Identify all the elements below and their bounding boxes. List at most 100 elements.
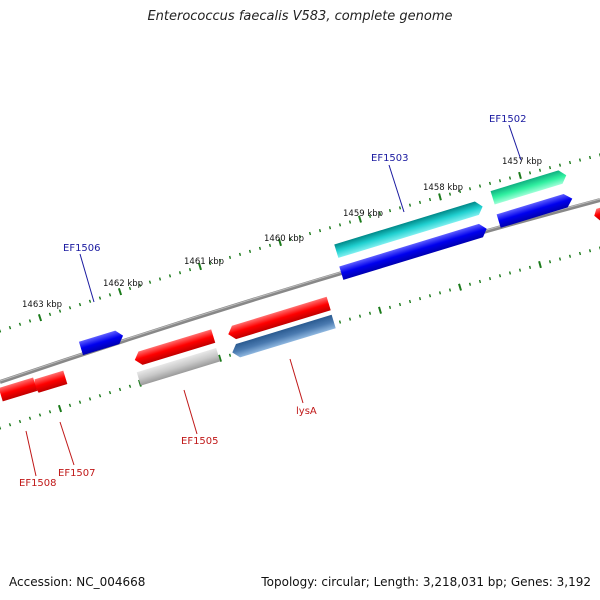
gene-edge-red[interactable] — [593, 204, 600, 222]
outer-ring-tick — [338, 223, 342, 227]
gene-ef1505-gray[interactable] — [136, 348, 221, 386]
inner-ring-tick — [458, 283, 462, 291]
outer-ring-tick — [448, 192, 452, 196]
inner-ring-tick — [218, 354, 222, 362]
outer-ring-tick — [198, 262, 202, 271]
inner-ring-tick — [508, 271, 512, 275]
outer-ring-tick — [238, 252, 242, 256]
gene-ef1507-red[interactable] — [33, 370, 68, 394]
outer-ring-tick — [188, 268, 192, 272]
outer-ring-tick — [328, 226, 332, 230]
tick-label-1459: 1459 kbp — [343, 209, 383, 219]
inner-ring-tick — [578, 251, 582, 256]
inner-ring-tick — [0, 426, 2, 430]
outer-ring-tick — [28, 319, 32, 323]
gene-label-ef1503[interactable]: EF1503 — [371, 153, 409, 164]
outer-ring-tick — [428, 197, 432, 202]
gene-lysa-steelblue[interactable] — [230, 314, 336, 359]
gene-label-ef1508[interactable]: EF1508 — [19, 478, 57, 489]
inner-ring-tick — [548, 260, 552, 264]
outer-ring-tick — [18, 322, 22, 326]
inner-ring-tick — [398, 302, 402, 307]
genome-backbone — [0, 198, 600, 384]
inner-ring-tick — [468, 282, 472, 286]
inner-ring-tick — [568, 254, 572, 258]
gene-label-ef1502[interactable]: EF1502 — [489, 114, 527, 125]
inner-ring-tick — [108, 390, 112, 395]
leader-lysa — [289, 358, 304, 404]
leader-ef1503 — [388, 164, 405, 213]
outer-ring-tick — [138, 283, 142, 287]
inner-ring-tick — [8, 423, 12, 427]
outer-ring-tick — [578, 158, 582, 162]
inner-ring-tick — [358, 314, 362, 318]
inner-ring-tick — [478, 279, 482, 284]
leader-ef1507 — [59, 421, 75, 466]
outer-ring-tick — [588, 155, 592, 160]
outer-ring-tick — [408, 203, 412, 207]
outer-ring-tick — [248, 249, 252, 253]
gene-forward-blue-1[interactable] — [496, 192, 575, 228]
gene-label-lysa[interactable]: lysA — [296, 406, 317, 417]
leader-ef1502 — [508, 124, 522, 161]
outer-ring-tick — [468, 187, 472, 191]
inner-ring-tick — [338, 320, 342, 324]
inner-ring-tick — [348, 317, 352, 321]
outer-ring-tick — [528, 171, 532, 175]
outer-ring-tick — [258, 246, 262, 250]
inner-ring-tick — [118, 387, 122, 392]
inner-ring-tick — [558, 257, 562, 261]
outer-ring-tick — [368, 214, 372, 218]
inner-ring-tick — [538, 260, 542, 269]
inner-ring-tick — [38, 413, 42, 417]
inner-ring-tick — [488, 277, 492, 281]
outer-ring-tick — [288, 237, 292, 242]
gene-ef1508-red[interactable] — [0, 377, 38, 402]
outer-ring-tick — [37, 313, 43, 322]
leader-ef1505 — [183, 389, 198, 435]
gene-forward-blue-2[interactable] — [339, 222, 488, 280]
outer-ring-tick — [458, 189, 462, 194]
inner-ring-tick — [388, 305, 392, 309]
outer-ring-tick — [78, 302, 82, 307]
tick-label-1458: 1458 kbp — [423, 183, 463, 193]
outer-ring-tick — [318, 229, 322, 233]
inner-ring-tick — [408, 299, 412, 304]
inner-ring-tick — [138, 379, 142, 387]
outer-ring-tick — [568, 160, 572, 165]
outer-ring-tick — [8, 325, 12, 330]
inner-ring-tick — [438, 291, 442, 295]
inner-ring-tick — [48, 410, 52, 414]
gene-label-ef1505[interactable]: EF1505 — [181, 436, 219, 447]
outer-ring-tick — [508, 176, 512, 180]
tick-label-1462: 1462 kbp — [103, 279, 143, 289]
inner-ring-tick — [78, 400, 82, 404]
outer-ring-tick — [538, 168, 542, 172]
inner-ring-tick — [588, 249, 592, 253]
gene-label-ef1506[interactable]: EF1506 — [63, 243, 101, 254]
accession-text: Accession: NC_004668 — [9, 575, 146, 589]
outer-ring-tick — [0, 329, 2, 333]
gene-label-ef1507[interactable]: EF1507 — [58, 468, 96, 479]
inner-ring-tick — [18, 419, 22, 424]
outer-ring-tick — [108, 293, 112, 297]
outer-ring-tick — [128, 286, 132, 291]
outer-ring-tick — [218, 258, 222, 263]
map-title: Enterococcus faecalis V583, complete gen… — [147, 9, 453, 24]
inner-ring-tick — [68, 403, 72, 408]
tick-label-1461: 1461 kbp — [184, 257, 224, 267]
gene-ef1502-green[interactable] — [490, 169, 569, 205]
outer-ring-tick — [308, 231, 312, 236]
outer-ring-tick — [117, 287, 123, 296]
outer-ring-tick — [388, 209, 392, 213]
outer-ring-tick — [418, 200, 422, 204]
outer-ring-tick — [478, 184, 482, 188]
gene-lysa-red[interactable] — [226, 296, 331, 341]
inner-ring-tick — [228, 353, 232, 357]
outer-ring-tick — [378, 211, 382, 216]
gene-ef1505-red[interactable] — [133, 329, 216, 366]
gene-ef1506-blue[interactable] — [78, 329, 125, 356]
outer-ring-tick — [398, 206, 402, 210]
gene-ef1503-cyan[interactable] — [334, 200, 484, 258]
